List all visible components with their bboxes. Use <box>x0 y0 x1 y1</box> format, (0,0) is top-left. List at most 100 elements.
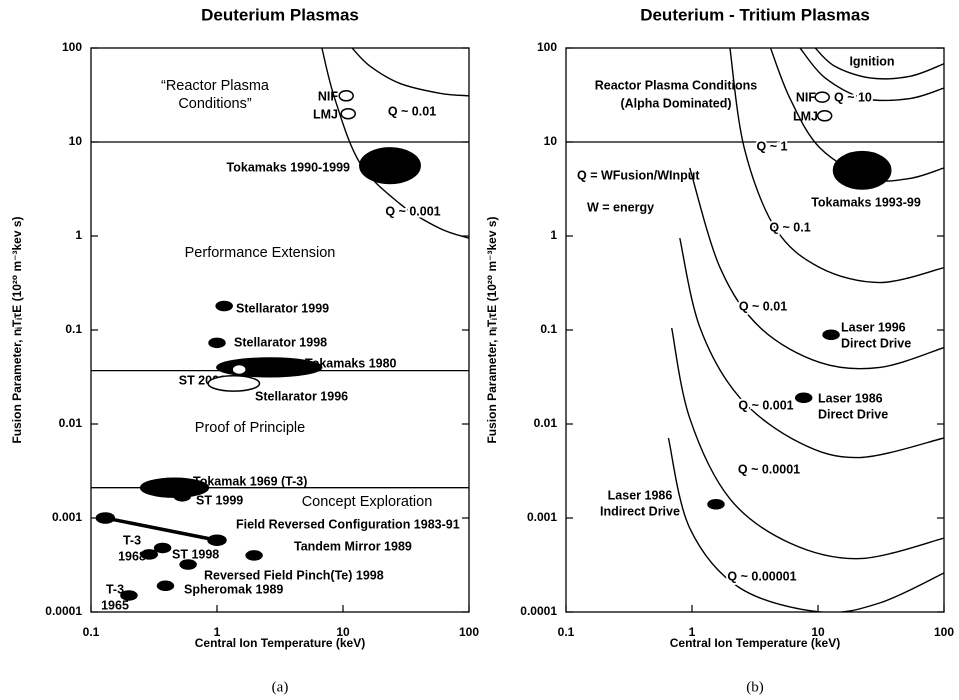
region-label: “Reactor Plasma <box>161 78 270 94</box>
data-point <box>156 580 175 592</box>
data-point <box>814 91 830 103</box>
curve-label: Q ~ 0.00001 <box>727 569 796 583</box>
region-label: (Alpha Dominated) <box>620 96 731 110</box>
caption: (b) <box>746 679 764 695</box>
q-curve <box>667 437 944 612</box>
x-tick-label: 100 <box>459 625 479 639</box>
point-label: 1965 <box>101 598 129 612</box>
point-label: LMJ <box>793 109 818 123</box>
y-tick-label: 0.0001 <box>45 604 82 618</box>
curve-label: Q ~ 0.1 <box>769 220 810 234</box>
chart-title: Deuterium Plasmas <box>201 5 359 24</box>
point-label: Direct Drive <box>818 407 888 421</box>
data-point <box>832 150 892 190</box>
caption: (a) <box>272 679 289 695</box>
data-point <box>140 549 159 560</box>
curve-label: Ignition <box>849 54 894 68</box>
y-tick-label: 100 <box>537 40 557 54</box>
data-point <box>816 110 833 122</box>
point-label: 1968 <box>118 549 146 563</box>
point-label: Reversed Field Pinch(Te) 1998 <box>204 568 384 582</box>
x-axis-title: Central Ion Temperature (keV) <box>670 636 840 650</box>
point-label: Indirect Drive <box>600 504 680 518</box>
data-point <box>207 375 261 392</box>
curve-label: Q ~ 10 <box>834 90 872 104</box>
point-label: Direct Drive <box>841 336 911 350</box>
x-tick-label: 1 <box>214 625 221 639</box>
data-point <box>120 590 138 601</box>
data-point <box>340 107 356 120</box>
q-curve <box>321 48 469 239</box>
point-label: Tokamak 1969 (T-3) <box>193 474 307 488</box>
curve-label: Q ~ 0.01 <box>388 104 436 118</box>
y-tick-label: 0.001 <box>52 510 82 524</box>
data-point <box>338 90 354 102</box>
x-tick-label: 10 <box>811 625 825 639</box>
point-label: NIF <box>796 90 817 104</box>
point-label: Field Reversed Configuration 1983-91 <box>236 517 460 531</box>
q-curve <box>799 48 944 102</box>
curves <box>667 48 944 612</box>
plot-frame <box>565 47 945 613</box>
region-label: Reactor Plasma Conditions <box>595 78 758 92</box>
curve-label: Q ~ 0.001 <box>738 398 793 412</box>
curve-label: Q ~ 0.01 <box>739 299 787 313</box>
y-axis-title: Fusion Parameter, nᵢTᵢτE (10²⁰ m⁻³kev s) <box>485 216 499 443</box>
y-tick-label: 100 <box>62 40 82 54</box>
data-point <box>179 559 197 570</box>
q-curve <box>671 327 944 560</box>
point-label: Laser 1986 <box>608 488 673 502</box>
data-point <box>215 300 233 312</box>
point-label: Tandem Mirror 1989 <box>294 539 412 553</box>
plot-frame <box>90 47 470 613</box>
point-label: Laser 1986 <box>818 391 883 405</box>
data-point <box>207 534 227 546</box>
curve-label: Q ~ 0.0001 <box>738 462 800 476</box>
point-label: Stellarator 1996 <box>255 389 348 403</box>
y-axis-title: Fusion Parameter, nᵢTᵢτE (10²⁰ m⁻³kev s) <box>10 216 24 443</box>
data-point <box>707 499 725 510</box>
q-curve <box>351 48 469 97</box>
y-tick-label: 0.001 <box>527 510 557 524</box>
x-axis-title: Central Ion Temperature (keV) <box>195 636 365 650</box>
y-tick-label: 0.0001 <box>520 604 557 618</box>
region-label: Concept Exploration <box>302 494 433 510</box>
point-label: Tokamaks 1980 <box>305 356 397 370</box>
region-label: Performance Extension <box>185 245 336 261</box>
y-tick-label: 1 <box>550 228 557 242</box>
x-tick-label: 0.1 <box>83 625 100 639</box>
point-label: Tokamaks 1990-1999 <box>227 160 351 174</box>
region-label: Conditions” <box>178 96 252 112</box>
data-point <box>153 542 172 554</box>
point-label: Laser 1996 <box>841 320 906 334</box>
region-label: W = energy <box>587 200 654 214</box>
point-label: Tokamaks 1993-99 <box>811 195 921 209</box>
data-point <box>173 491 192 502</box>
q-curve <box>679 237 944 459</box>
x-tick-label: 0.1 <box>558 625 575 639</box>
data-point <box>245 550 263 561</box>
data-point <box>794 392 813 404</box>
data-range <box>105 516 218 542</box>
curve-label: Q ~ 0.001 <box>385 204 440 218</box>
y-tick-label: 10 <box>69 134 83 148</box>
data-point <box>95 512 116 524</box>
y-tick-label: 0.1 <box>65 322 82 336</box>
data-point <box>231 363 247 376</box>
point-label: T-3 <box>106 582 124 596</box>
curves <box>321 48 469 239</box>
x-tick-label: 10 <box>336 625 350 639</box>
region-label: Proof of Principle <box>195 420 305 436</box>
x-tick-label: 100 <box>934 625 954 639</box>
point-label: ST 1999 <box>196 493 243 507</box>
data-point <box>359 147 421 185</box>
point-label: Spheromak 1989 <box>184 582 283 596</box>
point-label: T-3 <box>123 533 141 547</box>
chart-title: Deuterium - Tritium Plasmas <box>640 5 870 24</box>
data-point <box>208 337 226 349</box>
q-curve <box>729 48 944 284</box>
x-tick-label: 1 <box>689 625 696 639</box>
region-label: Q = WFusion/WInput <box>577 168 700 182</box>
point-label: ST 1998 <box>172 547 219 561</box>
